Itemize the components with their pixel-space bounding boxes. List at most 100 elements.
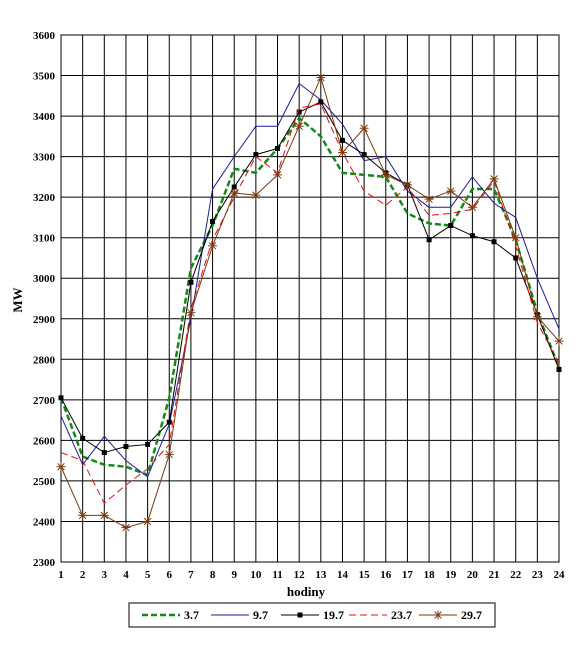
legend-entry: 19.7 [281,608,344,622]
data-point-marker [143,516,153,526]
y-axis-title: MW [10,287,25,312]
x-tick-label: 19 [445,569,457,581]
data-point-marker [467,202,477,212]
data-point-marker [318,99,324,105]
x-tick-label: 15 [359,569,371,581]
data-point-marker [188,279,194,285]
data-point-marker [426,237,432,243]
data-point-marker [469,233,475,239]
data-point-marker [491,239,497,245]
x-tick-label: 20 [467,569,479,581]
x-tick-label: 18 [424,569,436,581]
data-point-marker [56,462,66,472]
x-tick-label: 1 [58,569,64,581]
x-tick-label: 3 [102,569,108,581]
y-tick-label: 2700 [33,395,56,407]
data-point-marker [489,174,499,184]
y-tick-label: 2600 [33,435,56,447]
y-tick-label: 3600 [33,30,56,42]
x-tick-label: 8 [210,569,216,581]
y-tick-label: 3100 [33,233,56,245]
x-tick-label: 16 [380,569,392,581]
data-point-marker [229,188,239,198]
data-point-marker [123,443,129,449]
x-tick-labels: 1 2 3 4 5 6 7 8 9 10 11 12 13 14 15 16 17 18 19 20 21 22 23 24 [58,569,565,581]
data-point-marker [424,194,434,204]
y-tick-label: 2300 [33,557,56,569]
legend-entry: 9.7 [211,608,268,622]
y-tick-label: 2400 [33,516,56,528]
x-tick-label: 13 [315,569,327,581]
series-line-3-7 [59,116,561,477]
data-point-marker [58,395,64,401]
x-tick-label: 17 [402,569,414,581]
data-point-marker [99,510,109,520]
legend: 3.7 9.7 19.7 23.7 29.7 [142,608,482,622]
data-point-marker [337,148,347,158]
data-point-marker [253,152,259,158]
legend-entry: 29.7 [419,608,482,622]
data-point-marker [275,146,281,152]
x-tick-label: 9 [231,569,237,581]
x-tick-label: 10 [250,569,262,581]
series-line-19-7 [60,101,560,454]
x-tick-label: 2 [80,569,86,581]
data-point-marker [121,523,131,533]
legend-label: 9.7 [253,608,268,622]
data-point-marker [532,312,542,322]
series-line-29-7 [60,77,560,529]
data-point-marker [251,190,261,200]
x-axis-title: hodiny [287,584,326,599]
y-tick-label: 2800 [33,354,56,366]
data-point-marker [446,186,456,196]
y-tick-label: 3200 [33,192,56,204]
y-tick-label: 3400 [33,111,56,123]
plot-area-border [60,34,560,563]
data-point-marker [556,366,562,372]
data-point-marker [339,137,345,143]
data-point-marker [210,218,216,224]
data-point-marker [273,170,283,180]
data-point-marker [145,441,151,447]
x-tick-label: 5 [145,569,151,581]
x-tick-label: 24 [554,569,566,581]
data-point-marker [164,450,174,460]
series-line-9-7 [60,83,560,478]
data-point-marker [448,223,454,229]
data-point-marker [231,184,237,190]
y-tick-label: 3300 [33,152,56,164]
data-point-marker [511,233,521,243]
legend-label: 23.7 [391,608,412,622]
data-point-marker [101,450,107,456]
legend-label: 3.7 [184,608,199,622]
data-point-marker [316,73,326,83]
y-tick-label: 2900 [33,314,56,326]
data-point-marker [381,170,391,180]
series-line-23-7 [60,103,560,504]
x-tick-label: 4 [123,569,129,581]
data-point-marker [296,109,302,115]
data-point-marker [297,612,303,618]
x-tick-label: 11 [272,569,282,581]
data-point-marker [402,180,412,190]
data-point-marker [513,255,519,261]
data-point-marker [78,510,88,520]
data-point-marker [166,419,172,425]
x-tick-label: 12 [294,569,306,581]
data-point-marker [208,241,218,251]
legend-label: 19.7 [323,608,344,622]
x-tick-label: 23 [532,569,544,581]
y-tick-labels: 2300 2400 2500 2600 2700 2800 2900 3000 3100 3200… [33,30,56,569]
data-point-marker [361,152,367,158]
y-tick-label: 2500 [33,476,56,488]
series-group [56,73,564,533]
data-point-marker [359,123,369,133]
legend-entry: 23.7 [349,608,412,622]
y-tick-label: 3000 [33,273,56,285]
data-point-marker [433,610,443,620]
x-tick-label: 6 [167,569,173,581]
legend-label: 29.7 [461,608,482,622]
data-point-marker [80,435,86,441]
